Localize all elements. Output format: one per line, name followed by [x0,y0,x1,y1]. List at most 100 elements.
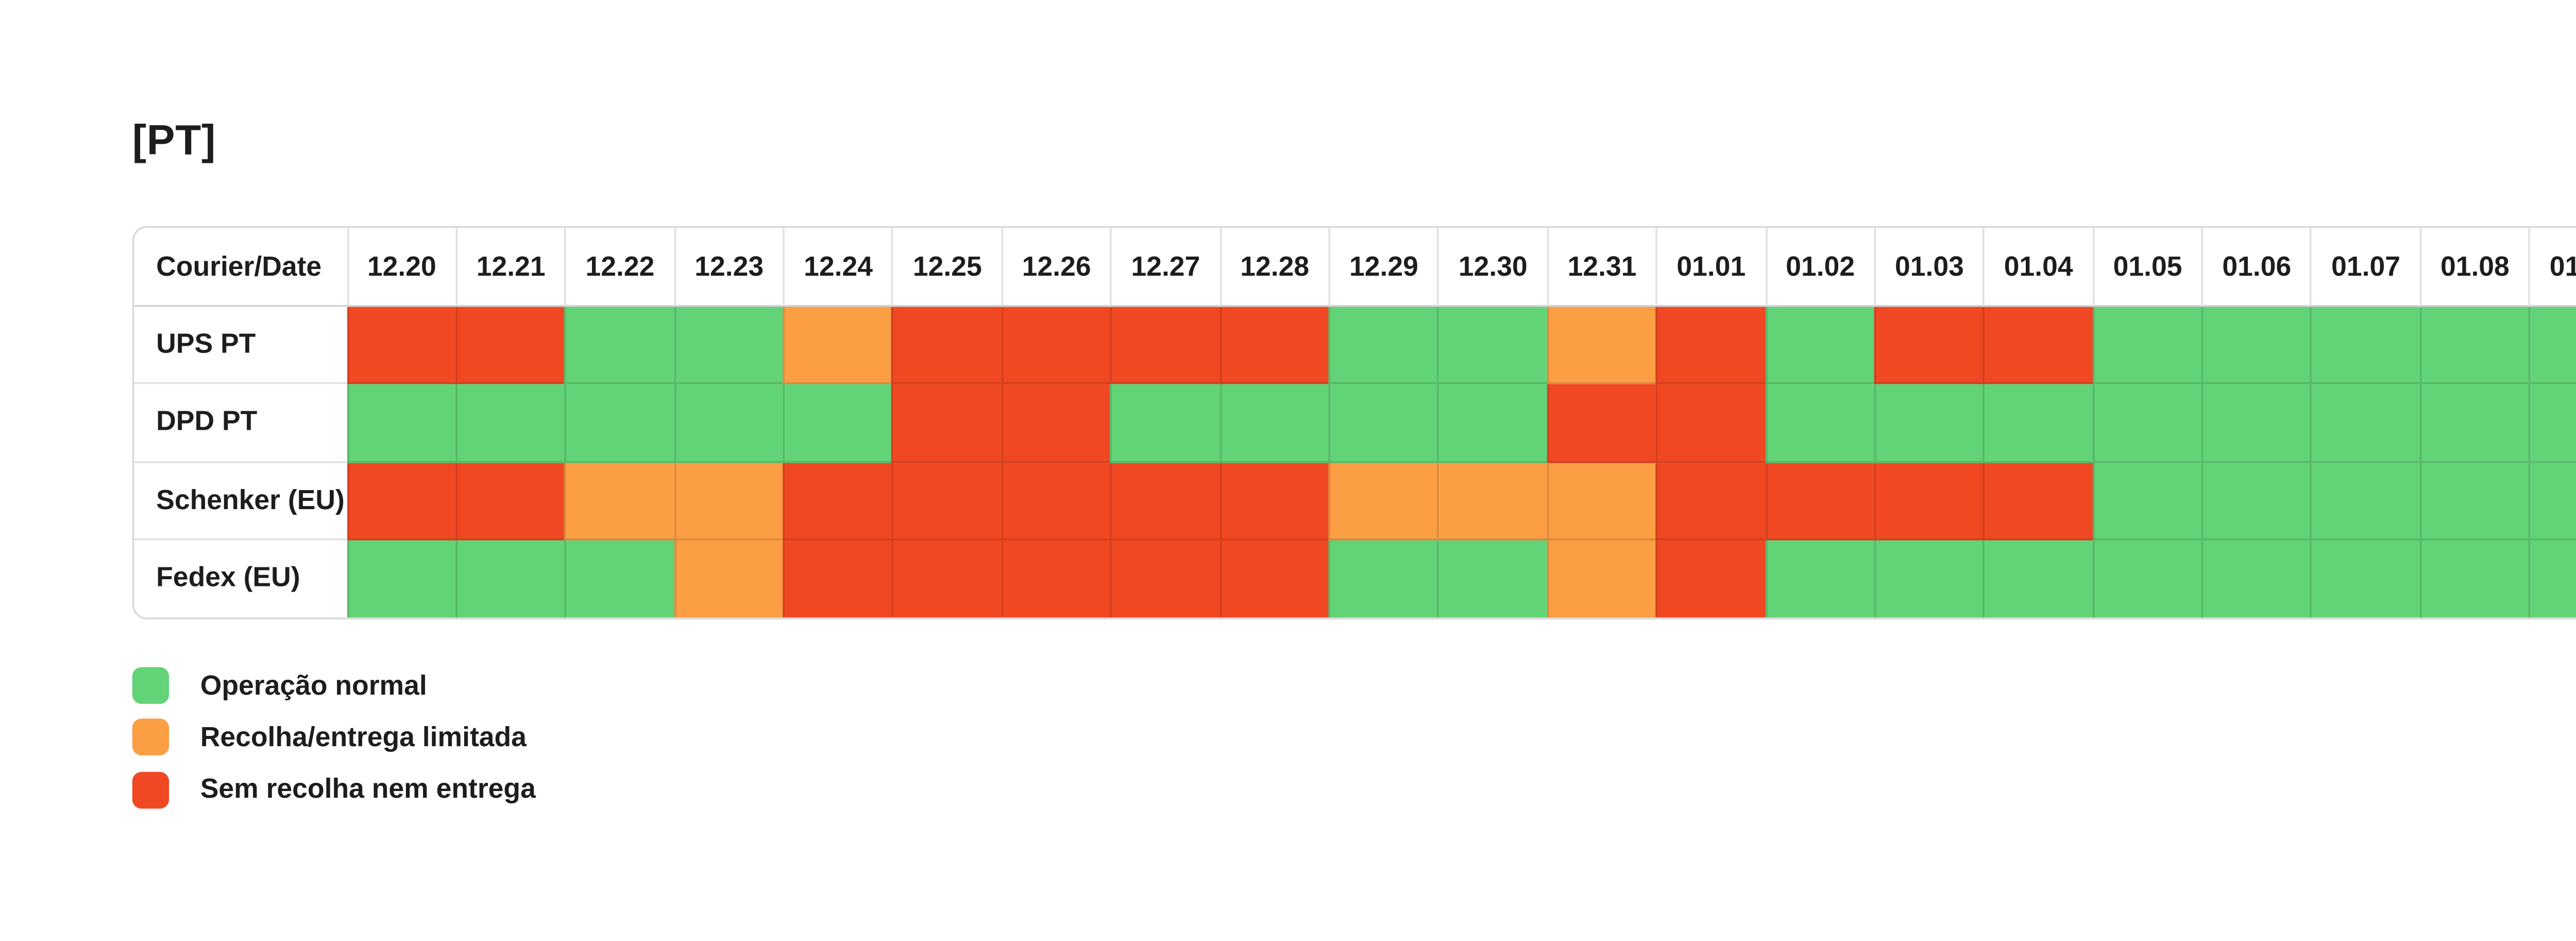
status-cell-normal [673,307,783,385]
status-cell-closed [1983,462,2092,540]
date-header-cell: 12.30 [1437,228,1547,307]
status-cell-closed [1874,462,1984,540]
date-header-cell: 01.07 [2310,228,2420,307]
status-cell-closed [1001,540,1110,618]
status-cell-normal [1765,307,1874,385]
status-cell-limited [1546,540,1656,618]
status-cell-normal [1983,540,2092,618]
status-cell-normal [564,384,674,462]
status-cell-normal [2419,307,2529,385]
date-header-cell: 01.05 [2092,228,2201,307]
status-cell-closed [1983,307,2092,385]
status-cell-normal [1437,540,1547,618]
status-cell-normal [2310,540,2420,618]
date-header-cell: 12.20 [346,228,455,307]
status-cell-normal [2092,540,2201,618]
date-header-cell: 12.31 [1546,228,1656,307]
status-cell-normal [564,540,674,618]
date-header-cell: 12.24 [783,228,892,307]
date-header-cell: 01.09 [2529,228,2576,307]
status-cell-normal [455,384,565,462]
status-cell-normal [2529,462,2576,540]
status-cell-normal [1110,384,1219,462]
date-header-cell: 12.23 [673,228,783,307]
status-cell-closed [1655,384,1765,462]
status-cell-normal [1328,540,1438,618]
status-cell-limited [1437,462,1547,540]
status-cell-normal [346,384,455,462]
status-cell-limited [673,462,783,540]
status-cell-limited [783,307,892,385]
courier-label-cell: Schenker (EU) [134,462,347,540]
legend-item-normal: Operação normal [132,667,536,704]
status-cell-closed [1765,462,1874,540]
date-header-cell: 12.28 [1219,228,1329,307]
status-cell-normal [2310,462,2420,540]
status-cell-closed [783,462,892,540]
date-header-cell: 12.29 [1328,228,1438,307]
page-title: [PT] [132,115,216,164]
status-cell-closed [346,307,455,385]
status-cell-closed [1546,384,1656,462]
status-cell-normal [2529,384,2576,462]
legend-item-closed: Sem recolha nem entrega [132,771,536,808]
status-cell-closed [1219,307,1329,385]
courier-label-cell: DPD PT [134,384,347,462]
legend-label: Recolha/entrega limitada [200,721,527,753]
status-cell-normal [2310,307,2420,385]
status-cell-normal [1874,540,1984,618]
status-cell-closed [1219,462,1329,540]
date-header-cell: 01.02 [1765,228,1874,307]
status-cell-normal [2419,384,2529,462]
legend-label: Sem recolha nem entrega [200,774,536,805]
status-cell-closed [1655,540,1765,618]
status-cell-closed [346,462,455,540]
status-cell-normal [1437,307,1547,385]
status-cell-limited [1546,307,1656,385]
courier-label-cell: Fedex (EU) [134,540,347,618]
status-cell-closed [1219,540,1329,618]
status-cell-normal [1219,384,1329,462]
status-cell-closed [1655,462,1765,540]
date-header-cell: 01.06 [2201,228,2311,307]
status-cell-normal [2092,384,2201,462]
status-cell-normal [2201,384,2311,462]
status-cell-normal [564,307,674,385]
date-header-cell: 12.21 [455,228,565,307]
status-cell-normal [2092,307,2201,385]
legend-swatch-limited [132,719,170,756]
status-cell-normal [2201,540,2311,618]
corner-header-cell: Courier/Date [134,228,347,307]
legend-item-limited: Recolha/entrega limitada [132,719,536,756]
legend-label: Operação normal [200,669,427,701]
status-cell-closed [1655,307,1765,385]
status-cell-closed [892,462,1001,540]
date-header-cell: 01.04 [1983,228,2092,307]
status-cell-closed [892,384,1001,462]
status-cell-normal [346,540,455,618]
status-cell-normal [1874,384,1984,462]
status-cell-closed [1110,462,1219,540]
legend-swatch-normal [132,667,170,704]
courier-status-table: Courier/Date 12.20 12.21 12.22 12.23 12.24 12.… [132,226,2576,619]
status-cell-normal [2092,462,2201,540]
status-cell-closed [455,462,565,540]
status-cell-closed [892,307,1001,385]
legend-swatch-closed [132,771,170,808]
status-cell-normal [783,384,892,462]
status-cell-closed [1001,307,1110,385]
status-cell-normal [1328,307,1438,385]
courier-label-cell: UPS PT [134,307,347,385]
status-cell-closed [1874,307,1984,385]
status-cell-closed [783,540,892,618]
status-cell-normal [2310,384,2420,462]
status-cell-normal [1983,384,2092,462]
status-cell-limited [1328,462,1438,540]
legend: Operação normal Recolha/entrega limitada S… [132,667,536,808]
status-cell-closed [1110,540,1219,618]
status-cell-closed [1001,462,1110,540]
date-header-cell: 12.26 [1001,228,1110,307]
status-cell-normal [1437,384,1547,462]
date-header-cell: 12.22 [564,228,674,307]
